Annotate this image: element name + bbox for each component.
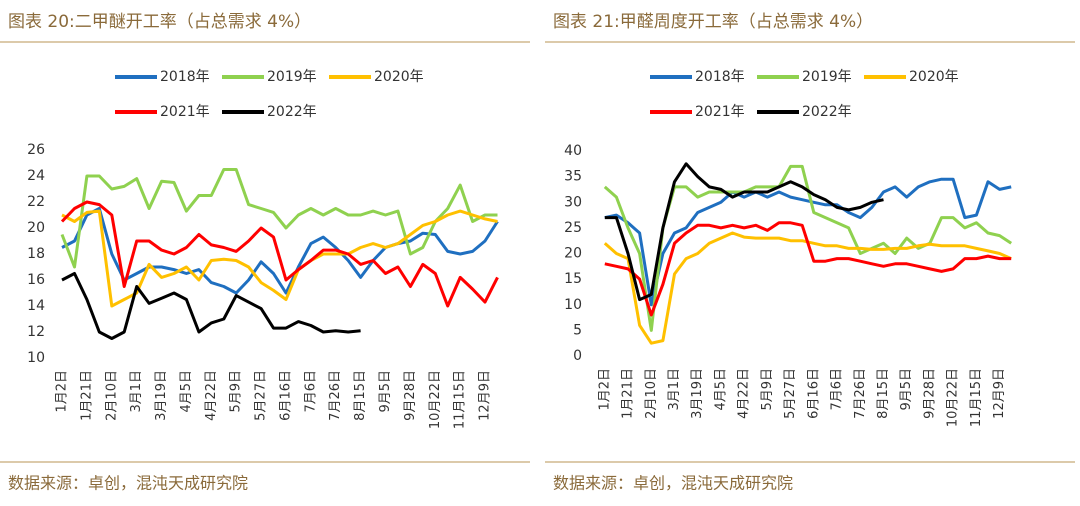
y-tick-label: 22 [27, 194, 45, 210]
x-tick-label: 1月2日 [597, 368, 612, 411]
legend-label: 2018年 [695, 69, 745, 85]
series-line [604, 221, 1012, 317]
y-tick-label: 16 [27, 272, 45, 288]
x-tick-label: 7月6日 [303, 370, 318, 413]
y-tick-label: 24 [27, 168, 45, 184]
series-line [60, 200, 499, 308]
y-tick-label: 14 [27, 298, 45, 314]
series-line [604, 177, 1012, 307]
legend-label: 2018年 [160, 69, 210, 85]
x-tick-label: 3月19日 [690, 368, 705, 419]
y-tick-label: 15 [564, 271, 582, 287]
source-note: 数据来源：卓创，混沌天成研究院 [8, 474, 248, 493]
source-note: 数据来源：卓创，混沌天成研究院 [553, 474, 793, 493]
y-tick-label: 35 [564, 169, 582, 185]
legend-label: 2021年 [160, 104, 210, 120]
x-tick-label: 7月26日 [328, 370, 343, 421]
legend-label: 2019年 [802, 69, 852, 85]
x-tick-label: 1月2日 [55, 370, 70, 413]
x-tick-label: 9月28日 [403, 370, 418, 421]
legend-label: 2021年 [695, 104, 745, 120]
x-tick-label: 6月16日 [278, 370, 293, 421]
x-tick-label: 11月15日 [969, 368, 984, 427]
y-tick-label: 25 [564, 220, 582, 236]
x-tick-label: 8月15日 [353, 370, 368, 421]
y-tick-label: 5 [573, 322, 582, 338]
y-tick-label: 30 [564, 194, 582, 210]
x-tick-label: 11月15日 [453, 370, 468, 429]
y-tick-label: 12 [27, 324, 45, 340]
x-tick-label: 3月1日 [129, 370, 144, 413]
x-tick-label: 5月9日 [229, 370, 244, 413]
chart-title: 图表 20:二甲醚开工率（占总需求 4%） [8, 12, 311, 32]
x-tick-label: 10月22日 [428, 370, 443, 429]
x-tick-label: 8月15日 [876, 368, 891, 419]
x-tick-label: 1月21日 [79, 370, 94, 421]
x-tick-label: 5月27日 [254, 370, 269, 421]
y-tick-label: 40 [564, 143, 582, 159]
x-tick-label: 12月9日 [992, 368, 1007, 419]
y-tick-label: 10 [27, 350, 45, 366]
x-tick-label: 9月5日 [899, 368, 914, 411]
series-line [61, 272, 361, 340]
x-tick-label: 1月21日 [621, 368, 636, 419]
x-tick-label: 6月16日 [806, 368, 821, 419]
x-tick-label: 10月22日 [946, 368, 961, 427]
y-tick-label: 18 [27, 246, 45, 262]
y-tick-label: 20 [27, 220, 45, 236]
series-line [60, 168, 498, 269]
x-tick-label: 9月28日 [922, 368, 937, 419]
y-tick-label: 26 [27, 142, 45, 158]
x-tick-label: 4月22日 [737, 368, 752, 419]
legend-label: 2019年 [267, 69, 317, 85]
x-tick-label: 12月9日 [478, 370, 493, 421]
y-tick-label: 10 [564, 297, 582, 313]
chart-title: 图表 21:甲醛周度开工率（占总需求 4%） [553, 12, 873, 32]
x-tick-label: 4月5日 [713, 368, 728, 411]
x-tick-label: 9月5日 [378, 370, 393, 413]
x-tick-label: 5月9日 [760, 368, 775, 411]
legend-label: 2022年 [802, 104, 852, 120]
legend-label: 2020年 [374, 69, 424, 85]
x-tick-label: 4月22日 [204, 370, 219, 421]
x-tick-label: 3月19日 [154, 370, 169, 421]
x-tick-label: 2月10日 [104, 370, 119, 421]
series-line [604, 162, 884, 302]
legend-label: 2022年 [267, 104, 317, 120]
x-tick-label: 7月6日 [830, 368, 845, 411]
x-tick-label: 4月5日 [179, 370, 194, 413]
legend-label: 2020年 [909, 69, 959, 85]
y-tick-label: 0 [573, 348, 582, 364]
x-tick-label: 2月10日 [644, 368, 659, 419]
series-line [61, 207, 499, 295]
x-tick-label: 3月1日 [667, 368, 682, 411]
x-tick-label: 5月27日 [783, 368, 798, 419]
y-tick-label: 20 [564, 246, 582, 262]
x-tick-label: 7月26日 [853, 368, 868, 419]
